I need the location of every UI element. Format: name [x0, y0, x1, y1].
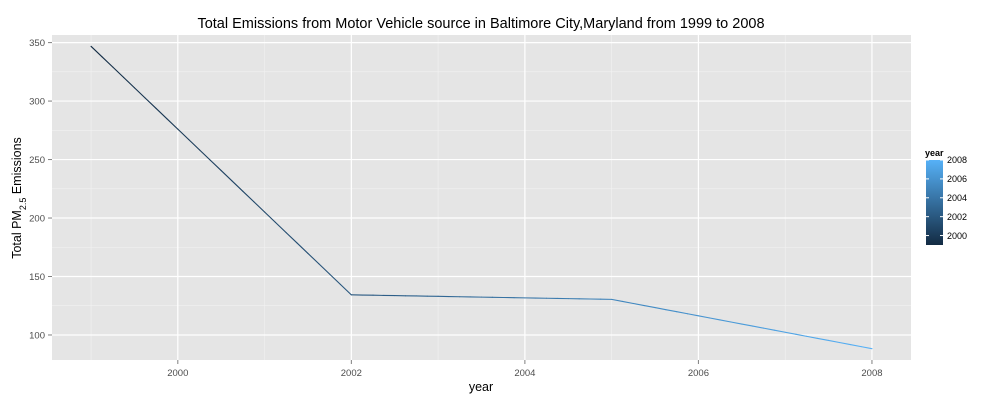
series-line-segment: [209, 159, 222, 172]
series-line-segment: [318, 263, 331, 275]
series-line-segment: [296, 242, 309, 254]
legend-ticks: 2000 2002 2004 2006 2008: [926, 155, 967, 241]
series-line-segment: [665, 309, 678, 313]
series-line-segment: [329, 273, 342, 286]
series-line-segment: [849, 344, 862, 348]
series-line-segment: [220, 170, 233, 182]
y-tick-label: 250: [29, 155, 45, 166]
series-line-segment: [144, 97, 157, 110]
x-axis-title: year: [469, 380, 493, 394]
x-tick-label: 2006: [688, 368, 709, 379]
plot-panel: [52, 35, 911, 360]
series-line-segment: [339, 283, 352, 296]
y-axis-title-subscript: 2.5: [18, 198, 28, 211]
x-tick-label: 2004: [514, 368, 535, 379]
legend-colorbar: [926, 160, 943, 245]
series-line-segment: [806, 335, 819, 339]
series-line-segment: [817, 337, 830, 342]
series-line-segment: [784, 331, 797, 335]
series-line-segment: [730, 321, 743, 325]
series-line-segment: [697, 315, 710, 319]
chart-title: Total Emissions from Motor Vehicle sourc…: [197, 16, 764, 32]
series-line-segment: [198, 149, 211, 161]
series-line-segment: [621, 300, 634, 305]
series-line-segment: [654, 307, 667, 311]
series-line-segment: [719, 319, 732, 323]
series-line-segment: [687, 313, 699, 317]
legend-label: 2006: [947, 174, 967, 184]
series-line-segment: [860, 346, 873, 350]
color-legend: year 2000 2002 2004 2006 2008: [925, 148, 967, 245]
x-tick-label: 2008: [861, 368, 882, 379]
series-line-segment: [166, 118, 179, 130]
y-tick-label: 300: [29, 97, 45, 108]
legend-label: 2002: [947, 212, 967, 222]
series-line-segment: [188, 138, 201, 151]
legend-title: year: [925, 148, 944, 158]
y-tick-label: 200: [29, 214, 45, 225]
series-line-segment: [242, 190, 255, 203]
series-line-segment: [177, 128, 190, 141]
y-tick-label: 150: [29, 272, 45, 283]
series-line-segment: [285, 232, 298, 244]
y-tick-label: 100: [29, 330, 45, 341]
series-line-segment: [101, 56, 114, 68]
series-line-segment: [676, 311, 689, 315]
series-line-segment: [611, 298, 624, 302]
series-line-segment: [838, 341, 851, 346]
legend-label: 2004: [947, 193, 967, 203]
x-tick-label: 2002: [341, 368, 362, 379]
y-tick-label: 350: [29, 38, 45, 49]
series-line-segment: [773, 329, 786, 333]
series-line-segment: [762, 327, 775, 331]
series-line-segment: [90, 45, 103, 58]
series-line-segment: [708, 317, 721, 321]
y-axis-title: Total PM2.5 Emissions: [10, 137, 28, 259]
series-line-segment: [307, 252, 320, 265]
series-line-segment: [828, 339, 840, 344]
series-line-segment: [231, 180, 244, 192]
series-line-segment: [274, 221, 287, 234]
series-line-segment: [112, 66, 125, 78]
series-line-segment: [133, 87, 146, 99]
x-tick-label: 2000: [167, 368, 188, 379]
emissions-series: [90, 45, 873, 350]
series-line-segment: [253, 201, 266, 213]
series-line-segment: [123, 76, 135, 89]
series-line-segment: [155, 107, 168, 120]
legend-label: 2008: [947, 155, 967, 165]
series-line-segment: [752, 325, 765, 329]
y-axis-ticks: 100 150 200 250 300 350: [29, 38, 52, 341]
y-axis-title-prefix: Total PM: [10, 210, 24, 259]
series-line-segment: [264, 211, 276, 223]
major-gridlines: [52, 35, 911, 360]
y-axis-title-suffix: Emissions: [10, 137, 24, 197]
x-axis-ticks: 2000 2002 2004 2006 2008: [167, 360, 883, 379]
series-line-segment: [643, 304, 656, 309]
series-line-segment: [795, 333, 808, 337]
series-line-segment: [741, 323, 754, 327]
series-line-segment: [632, 302, 645, 307]
legend-label: 2000: [947, 231, 967, 241]
minor-gridlines: [52, 35, 911, 360]
